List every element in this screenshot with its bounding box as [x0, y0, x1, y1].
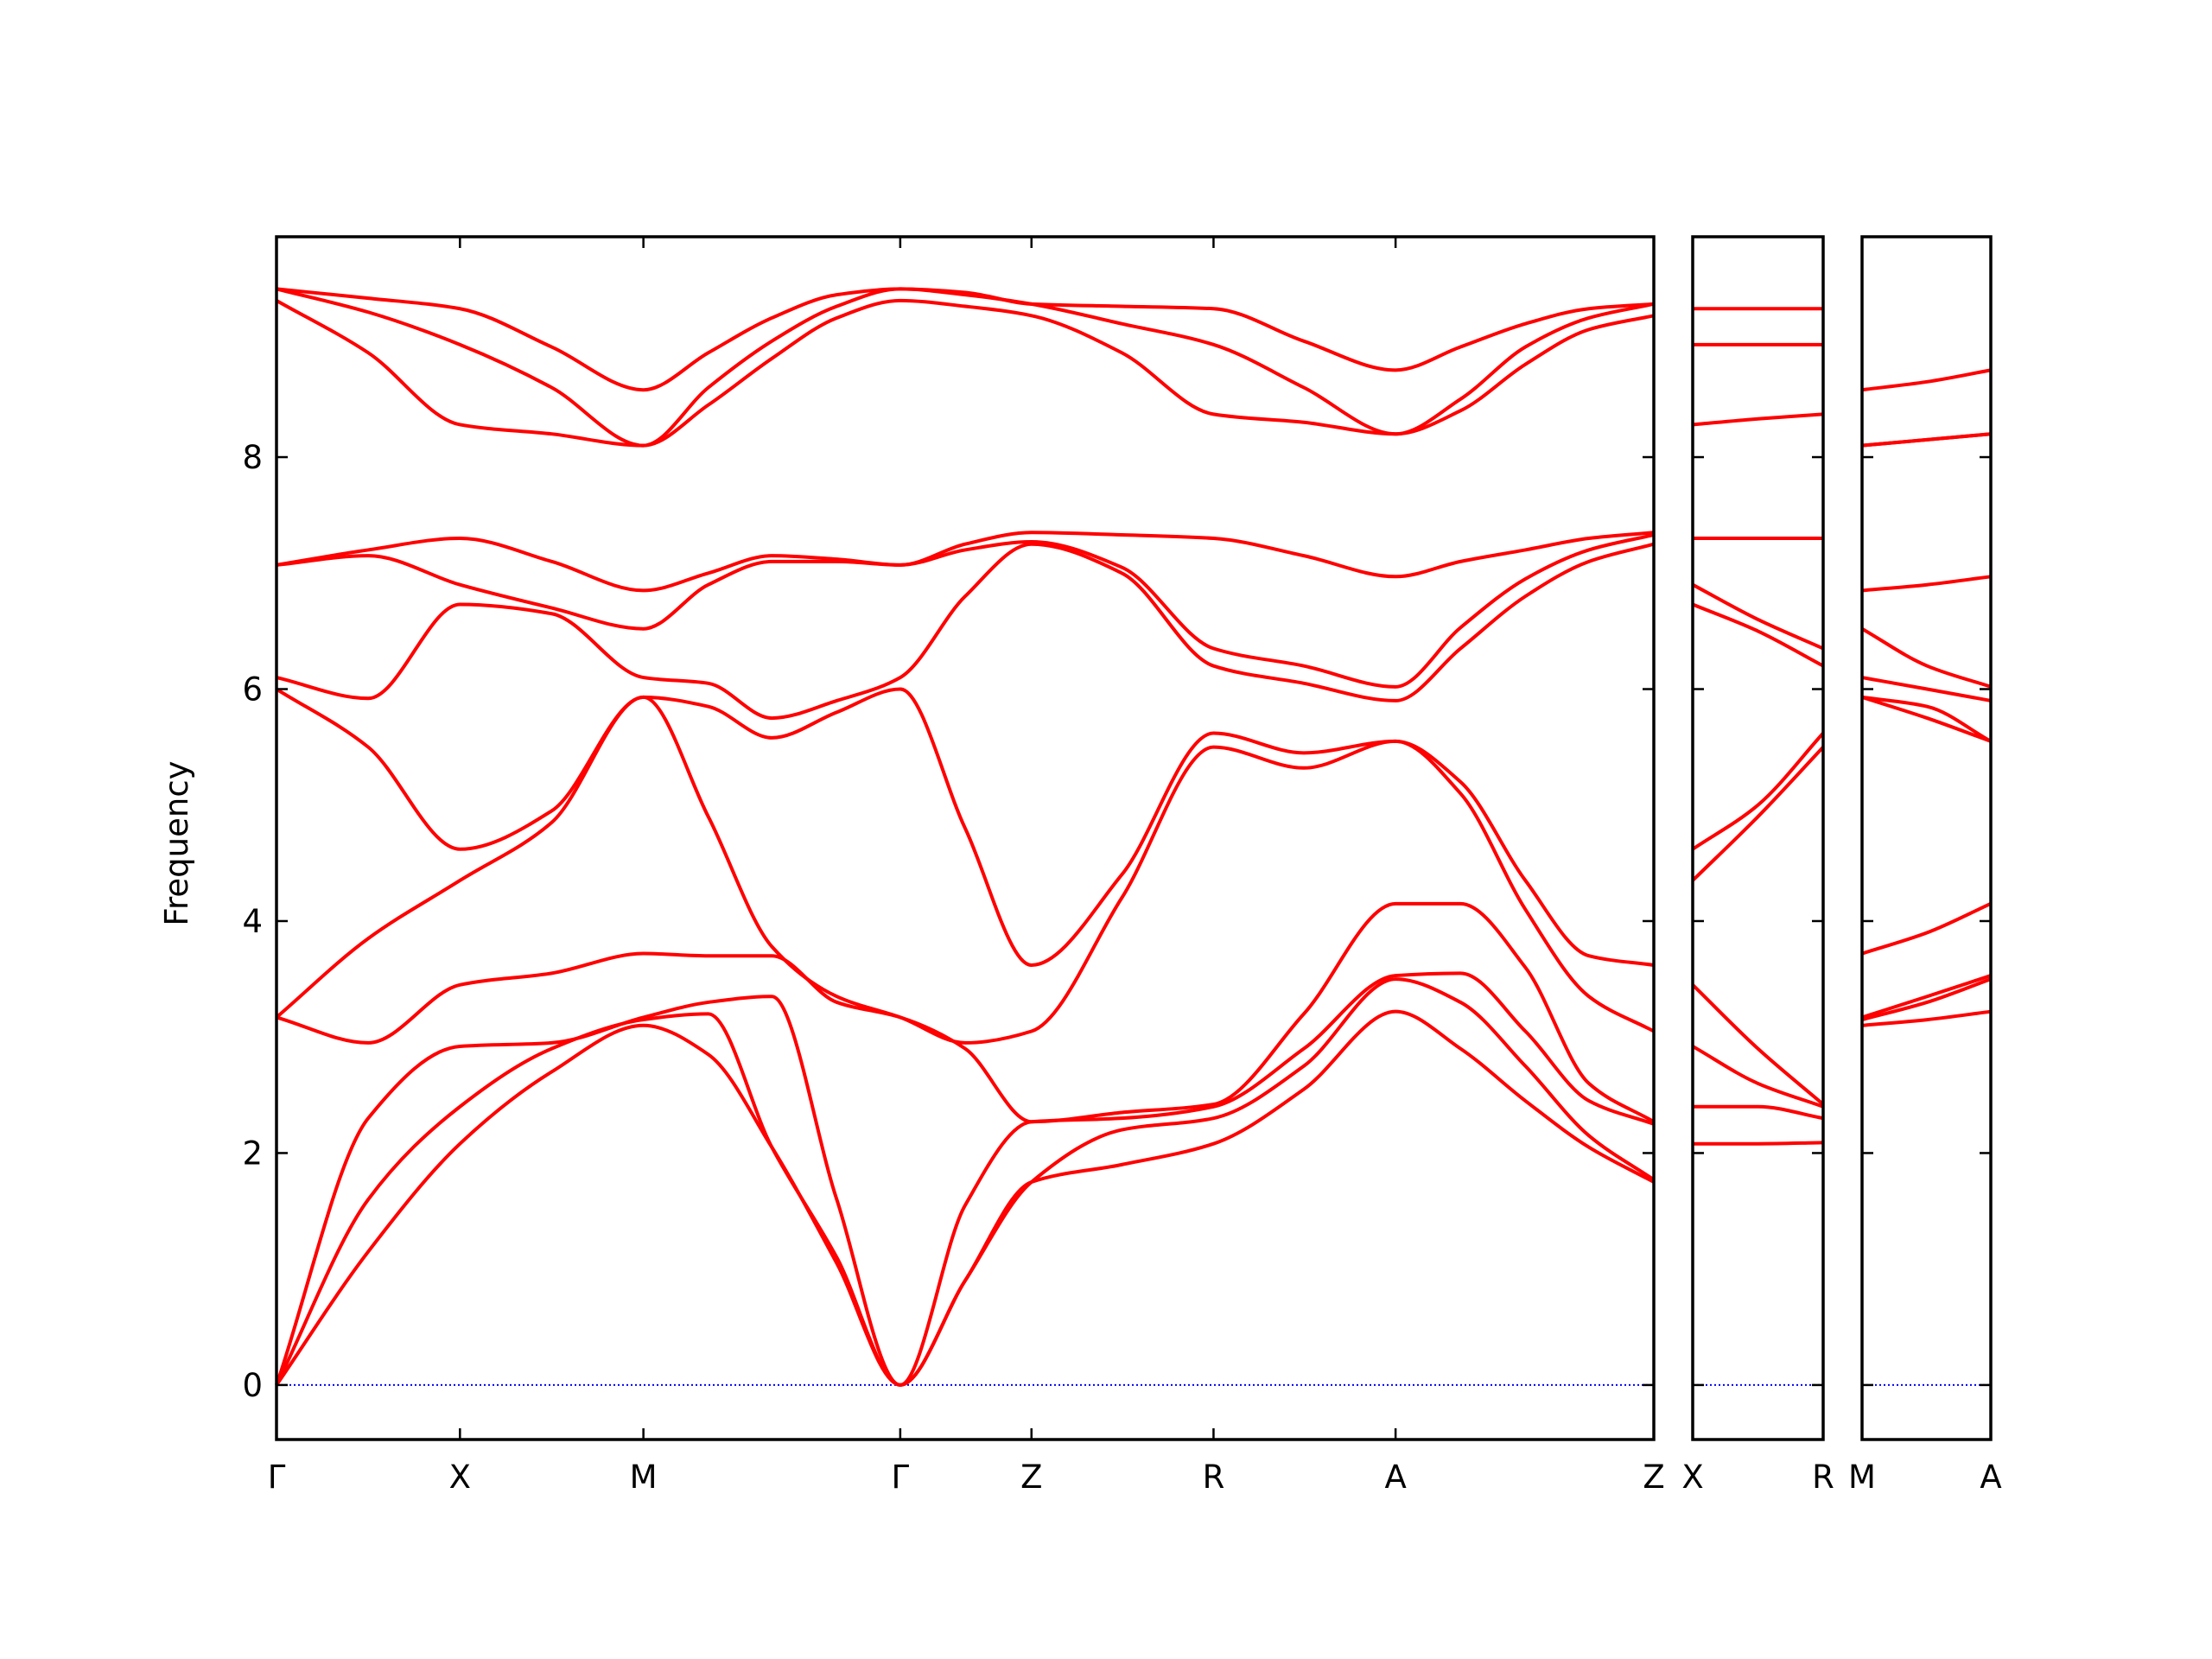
- x-tick-label: Z: [1643, 1459, 1664, 1496]
- band-line: [1861, 676, 1992, 702]
- band-line: [1861, 974, 1992, 1020]
- band-line: [275, 971, 1655, 1387]
- band-line: [1691, 746, 1825, 882]
- x-tick-label: Z: [1020, 1459, 1042, 1496]
- band-line: [276, 287, 1655, 392]
- y-tick-label: 4: [242, 903, 263, 940]
- band-line: [1861, 1009, 1992, 1027]
- band-line: [1693, 1141, 1824, 1146]
- band-line: [1861, 626, 1992, 689]
- band-line: [276, 542, 1655, 721]
- band-line: [1861, 575, 1992, 593]
- x-tick-label: A: [1384, 1459, 1406, 1496]
- x-tick-label: X: [449, 1459, 471, 1496]
- x-tick-label: M: [1848, 1459, 1876, 1496]
- x-tick-label: R: [1203, 1459, 1225, 1496]
- band-line: [275, 695, 1655, 1045]
- band-line: [1691, 983, 1825, 1106]
- band-line: [275, 1009, 1655, 1387]
- band-line: [275, 687, 1655, 967]
- band-line: [1861, 368, 1992, 392]
- y-tick-label: 8: [242, 439, 263, 476]
- band-line: [1861, 432, 1992, 448]
- x-tick-label: X: [1681, 1459, 1703, 1496]
- band-line: [1692, 412, 1824, 427]
- band-line: [1692, 1045, 1824, 1109]
- y-tick-label: 6: [242, 671, 263, 709]
- band-line: [1691, 732, 1825, 851]
- y-axis-label: Frequency: [158, 760, 195, 925]
- band-line: [276, 531, 1655, 593]
- x-tick-label: A: [1980, 1459, 2001, 1496]
- band-line: [1861, 695, 1992, 743]
- x-tick-label: R: [1812, 1459, 1834, 1496]
- axes-frame: [1860, 235, 1993, 1441]
- axes-frame: [1691, 235, 1825, 1441]
- band-line: [275, 977, 1656, 1387]
- band-line: [276, 533, 1655, 689]
- y-tick-label: 0: [242, 1367, 263, 1404]
- band-line: [276, 298, 1655, 448]
- band-line: [1692, 582, 1824, 651]
- band-line: [276, 287, 1655, 448]
- x-tick-label: Γ: [268, 1459, 286, 1496]
- band-line: [1692, 602, 1824, 668]
- axes-frame: [275, 235, 1656, 1441]
- band-line: [1693, 1104, 1824, 1121]
- band-line: [1861, 977, 1992, 1022]
- band-line: [1861, 902, 1992, 956]
- x-tick-label: M: [630, 1459, 658, 1496]
- band-line: [276, 901, 1656, 1124]
- x-tick-label: Γ: [892, 1459, 910, 1496]
- y-tick-label: 2: [242, 1135, 263, 1172]
- band-line: [1861, 696, 1992, 743]
